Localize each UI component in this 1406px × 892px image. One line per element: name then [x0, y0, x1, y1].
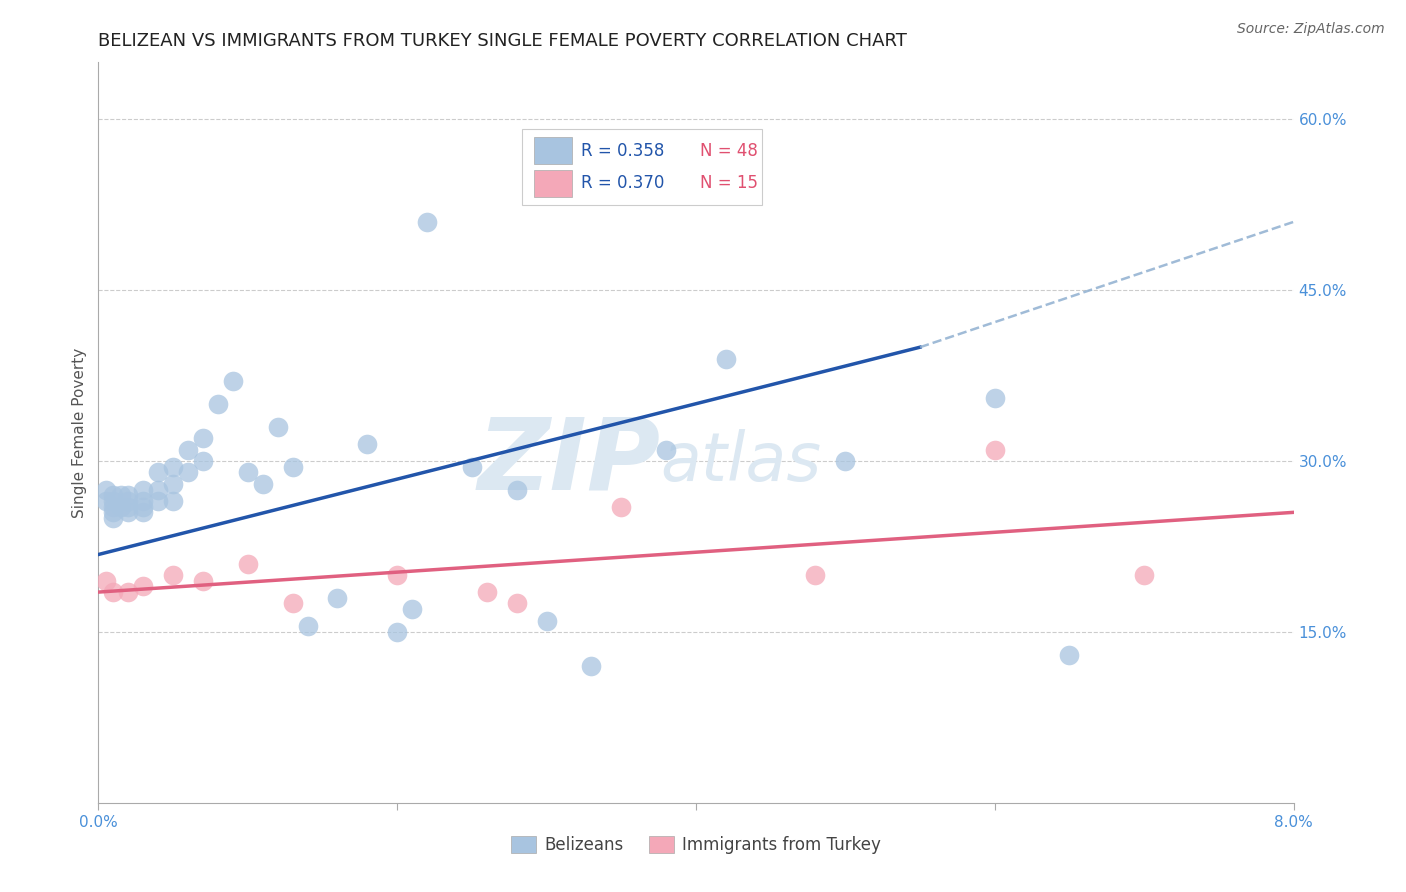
- Point: [162, 568, 184, 582]
- Point: [117, 505, 139, 519]
- Point: [297, 619, 319, 633]
- Point: [804, 568, 827, 582]
- Point: [94, 494, 117, 508]
- Point: [1133, 568, 1156, 582]
- Point: [222, 375, 245, 389]
- Point: [326, 591, 349, 605]
- Point: [132, 579, 155, 593]
- Text: R = 0.370: R = 0.370: [581, 174, 664, 192]
- Point: [207, 397, 229, 411]
- Point: [356, 437, 378, 451]
- Text: R = 0.358: R = 0.358: [581, 142, 664, 160]
- Point: [714, 351, 737, 366]
- Point: [610, 500, 633, 514]
- Point: [506, 597, 529, 611]
- Text: Source: ZipAtlas.com: Source: ZipAtlas.com: [1237, 22, 1385, 37]
- Point: [103, 511, 125, 525]
- Point: [581, 659, 603, 673]
- Point: [162, 459, 184, 474]
- Point: [267, 420, 290, 434]
- Point: [1059, 648, 1081, 662]
- Point: [94, 483, 117, 497]
- Point: [117, 500, 139, 514]
- Point: [110, 500, 132, 514]
- Point: [252, 476, 274, 491]
- Text: atlas: atlas: [661, 429, 821, 495]
- Point: [191, 454, 214, 468]
- Text: BELIZEAN VS IMMIGRANTS FROM TURKEY SINGLE FEMALE POVERTY CORRELATION CHART: BELIZEAN VS IMMIGRANTS FROM TURKEY SINGL…: [98, 32, 907, 50]
- Point: [536, 614, 558, 628]
- Point: [117, 494, 139, 508]
- Point: [132, 505, 155, 519]
- Point: [177, 466, 200, 480]
- Point: [162, 476, 184, 491]
- Text: ZIP: ZIP: [477, 414, 661, 511]
- Y-axis label: Single Female Poverty: Single Female Poverty: [72, 348, 87, 517]
- Point: [103, 494, 125, 508]
- Point: [191, 431, 214, 445]
- Point: [506, 483, 529, 497]
- Point: [117, 488, 139, 502]
- Point: [177, 442, 200, 457]
- Point: [148, 494, 170, 508]
- Point: [162, 494, 184, 508]
- Point: [132, 483, 155, 497]
- Point: [236, 466, 259, 480]
- Point: [984, 442, 1007, 457]
- Point: [103, 505, 125, 519]
- Text: N = 48: N = 48: [700, 142, 758, 160]
- Point: [103, 488, 125, 502]
- Point: [148, 483, 170, 497]
- Point: [94, 574, 117, 588]
- Point: [385, 568, 409, 582]
- Point: [103, 500, 125, 514]
- Point: [191, 574, 214, 588]
- Point: [117, 585, 139, 599]
- Point: [132, 494, 155, 508]
- Point: [655, 442, 678, 457]
- Legend: Belizeans, Immigrants from Turkey: Belizeans, Immigrants from Turkey: [505, 830, 887, 861]
- Point: [416, 215, 439, 229]
- Point: [110, 488, 132, 502]
- Point: [385, 624, 409, 639]
- Point: [461, 459, 484, 474]
- Point: [132, 500, 155, 514]
- Point: [236, 557, 259, 571]
- Point: [103, 585, 125, 599]
- Point: [834, 454, 856, 468]
- Point: [281, 459, 304, 474]
- Point: [984, 392, 1007, 406]
- Point: [148, 466, 170, 480]
- Point: [281, 597, 304, 611]
- Text: N = 15: N = 15: [700, 174, 758, 192]
- Point: [401, 602, 423, 616]
- Point: [475, 585, 498, 599]
